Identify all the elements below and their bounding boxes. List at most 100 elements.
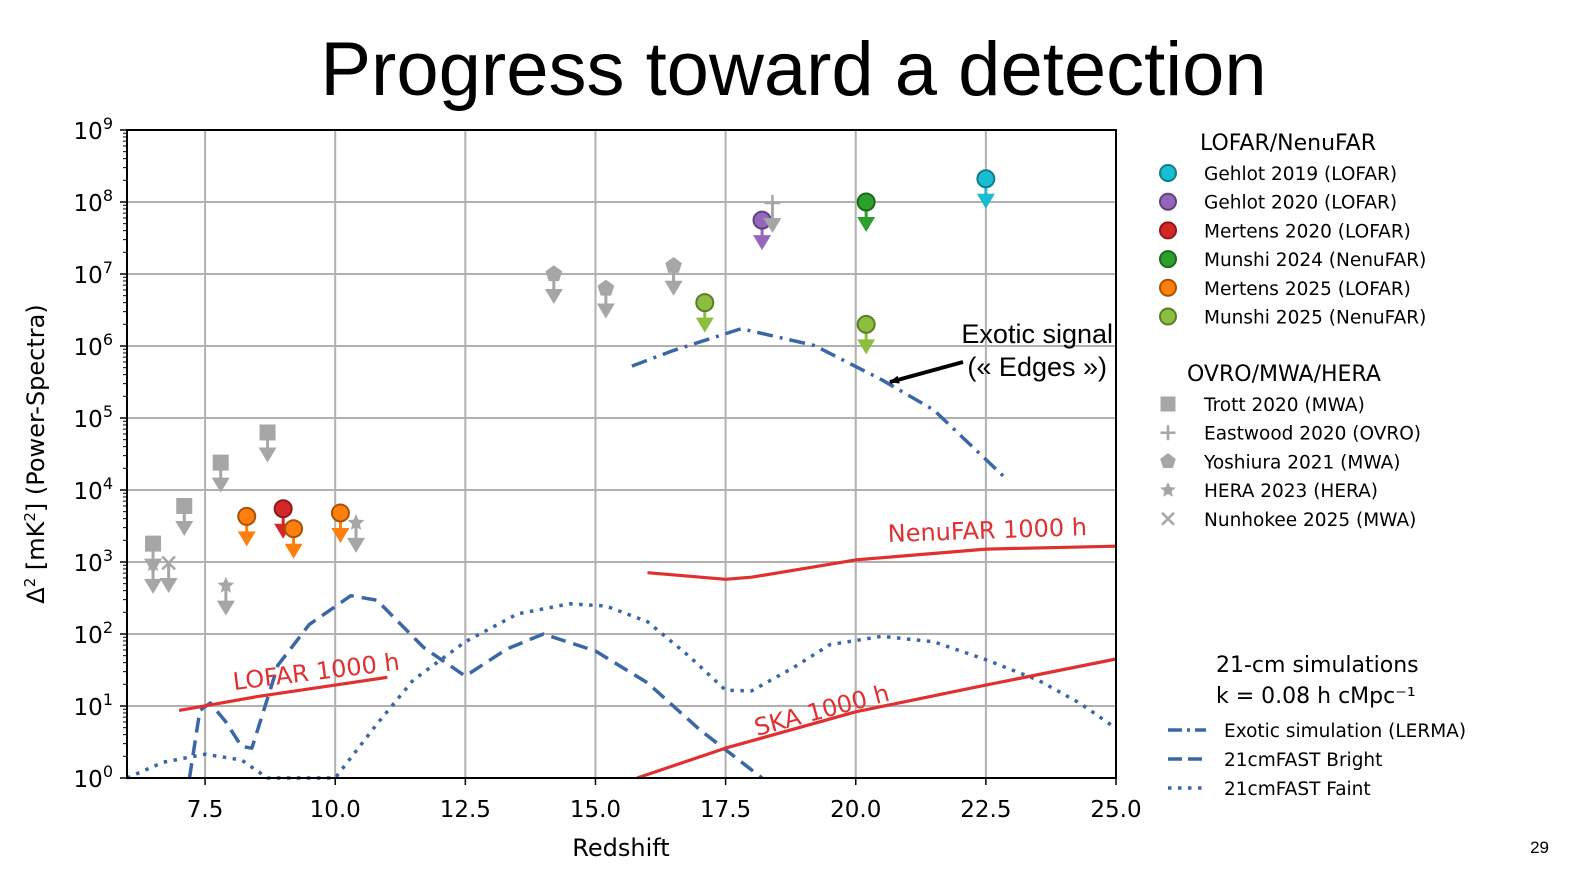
legend-label: Nunhokee 2025 (MWA) [1204,510,1416,531]
legend-label: Munshi 2025 (NenuFAR) [1204,308,1426,329]
marker-trott-2020-mwa-square [145,535,162,552]
y-tick-label: 108 [74,186,113,217]
curves [126,326,1117,780]
upper-limit-point [976,169,996,209]
y-tick-label: 101 [74,690,113,721]
x-tick-label: 10.0 [310,797,361,823]
legend-entry: Yoshiura 2021 (MWA) [1160,452,1401,473]
legend-title-lofar: LOFAR/NenuFAR [1200,131,1376,156]
legend: LOFAR/NenuFAR OVRO/MWA/HERA 21-cm simula… [1159,131,1466,800]
legend-label: Gehlot 2019 (LOFAR) [1204,164,1397,185]
y-tick-label: 100 [74,762,113,793]
marker-yoshiura-2021-mwa-pentagon [665,257,682,273]
legend-star-icon-star [1160,481,1176,497]
x-axis-label: Redshift [572,834,669,862]
upper-limit-point [175,497,194,536]
legend-circle-icon-circle [1159,164,1177,182]
x-tick-label: 25.0 [1090,797,1141,823]
legend-x-icon-x [1161,511,1175,526]
upper-limit-point [695,293,715,333]
upper-limit-point [284,519,304,559]
annotation-arrow [889,360,964,384]
ticks: 7.5 10.0 12.5 15.0 17.5 20.0 22.5 25.0 100 101 102… [74,114,1142,823]
y-tick-label: 104 [74,474,113,505]
upper-limit-point [159,555,178,593]
upper-limit-arrow-icon [175,520,194,536]
upper-limit-arrow-icon [347,537,366,553]
legend-entry: Trott 2020 (MWA) [1160,395,1365,416]
annotation-exotic-signal: Exotic signal [961,319,1113,349]
upper-limit-arrow-icon [695,317,714,333]
upper-limit-point [856,192,876,232]
x-tick-label: 17.5 [700,797,751,823]
legend-entry: Nunhokee 2025 (MWA) [1161,510,1416,531]
x-tick-label: 22.5 [960,797,1011,823]
upper-limit-point [273,499,293,539]
legend-entry: Munshi 2024 (NenuFAR) [1159,250,1426,271]
x-b [1161,511,1175,526]
annotation-edges: (« Edges ») [967,352,1107,382]
marker-munshi-2024-nenufar-circle [856,192,876,212]
upper-limit-arrow-icon [211,477,230,493]
legend-label: Gehlot 2020 (LOFAR) [1204,193,1397,214]
legend-entry: Exotic simulation (LERMA) [1168,721,1466,742]
legend-circle-icon-circle [1159,221,1177,240]
curve-nenufar-1000-h [647,544,1117,581]
plot-frame [126,129,1117,779]
upper-limit-arrow-icon [216,600,235,616]
x-b [161,555,176,571]
upper-limit-point [237,506,257,547]
y-tick-label: 106 [74,330,113,361]
upper-limit-arrow-icon [237,531,256,547]
upper-limit-point [596,279,615,319]
curve-lofar-1000-h [178,675,388,712]
upper-limit-arrow-icon [331,527,350,543]
y-tick-label: 105 [74,402,113,433]
legend-plus-icon-plus [1160,425,1176,441]
marker-mertens-2025-lofar-circle [237,506,257,526]
marker-yoshiura-2021-mwa-pentagon [545,265,563,282]
upper-limit-arrow-icon [857,217,876,232]
legend-entry: HERA 2023 (HERA) [1160,481,1378,502]
upper-limit-arrow-icon [596,303,615,319]
upper-limit-arrow-icon [753,235,772,251]
legend-entry: Mertens 2025 (LOFAR) [1159,278,1411,300]
legend-label: 21cmFAST Bright [1224,750,1382,771]
upper-limit-arrow-icon [144,578,163,594]
marker-munshi-2025-nenufar-circle [695,293,715,313]
marker-yoshiura-2021-mwa-pentagon [597,279,615,296]
upper-limit-point [211,454,230,493]
upper-limit-point [330,503,350,543]
upper-limit-point [752,210,772,251]
legend-label: Munshi 2024 (NenuFAR) [1204,250,1426,271]
upper-limit-arrow-icon [544,289,563,304]
legend-entry: Munshi 2025 (NenuFAR) [1159,307,1426,329]
x-tick-label: 7.5 [187,797,224,823]
x-tick-label: 15.0 [570,797,621,823]
legend-label: Eastwood 2020 (OVRO) [1204,424,1421,445]
upper-limit-arrow-icon [976,193,995,209]
upper-limit-arrow-icon [159,577,178,593]
marker-mertens-2025-lofar-circle [330,503,350,523]
upper-limit-arrow-icon [857,339,876,355]
legend-label: HERA 2023 (HERA) [1204,481,1378,502]
legend-label: Exotic simulation (LERMA) [1224,721,1466,742]
upper-limit-point [664,257,683,296]
y-tick-label: 109 [74,114,113,145]
legend-circle-icon-circle [1159,250,1177,269]
marker-gehlot-2019-lofar-circle [976,169,996,189]
legend-pentagon-icon-pentagon [1160,453,1176,469]
legend-entry: Gehlot 2020 (LOFAR) [1159,192,1397,214]
curve-ska-1000-h [636,657,1117,780]
marker-mertens-2020-lofar-circle [273,499,293,519]
nenufar-1000h-label: NenuFAR 1000 h [887,513,1087,548]
upper-limit-arrow-icon [664,280,683,296]
legend-entry: Mertens 2020 (LOFAR) [1159,221,1411,242]
marker-munshi-2025-nenufar-circle [856,314,876,334]
marker-hera-2023-hera-star [347,514,365,530]
ska-1000h-label: SKA 1000 h [751,679,892,742]
legend-circle-icon-circle [1159,192,1177,211]
y-tick-label: 102 [74,618,113,649]
legend-entry: 21cmFAST Faint [1168,779,1371,800]
legend-label: Trott 2020 (MWA) [1203,395,1365,416]
